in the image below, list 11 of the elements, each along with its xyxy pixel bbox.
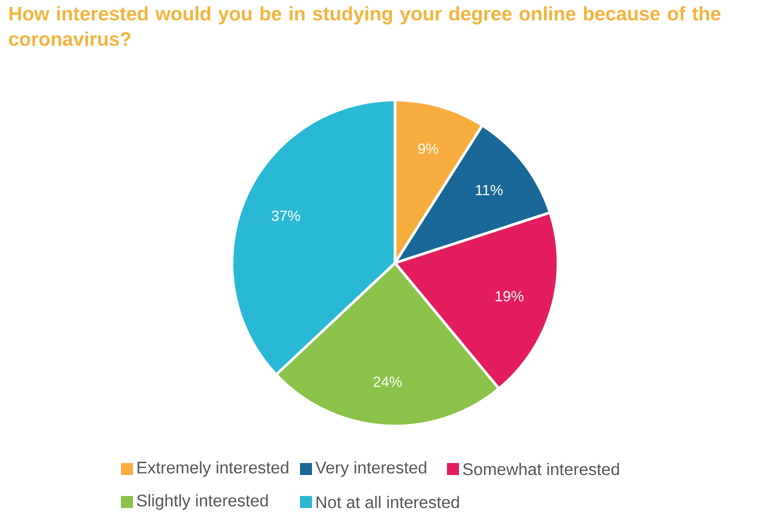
data-label: 9%	[418, 144, 438, 154]
legend-label: Not at all interested	[316, 496, 459, 508]
legend-label: Extremely interested	[138, 461, 288, 477]
legend-label: Slightly interested	[137, 494, 268, 510]
legend-label: Very interested	[315, 461, 426, 477]
data-label: 37%	[272, 210, 300, 221]
data-label: 19%	[496, 291, 524, 302]
legend-label: Somewhat interested	[463, 462, 619, 476]
chart-title: How interested would you be in studying your degree online because of the coronavirus?	[9, 6, 720, 46]
data-label: 24%	[374, 376, 402, 387]
data-label: 11%	[476, 184, 503, 196]
